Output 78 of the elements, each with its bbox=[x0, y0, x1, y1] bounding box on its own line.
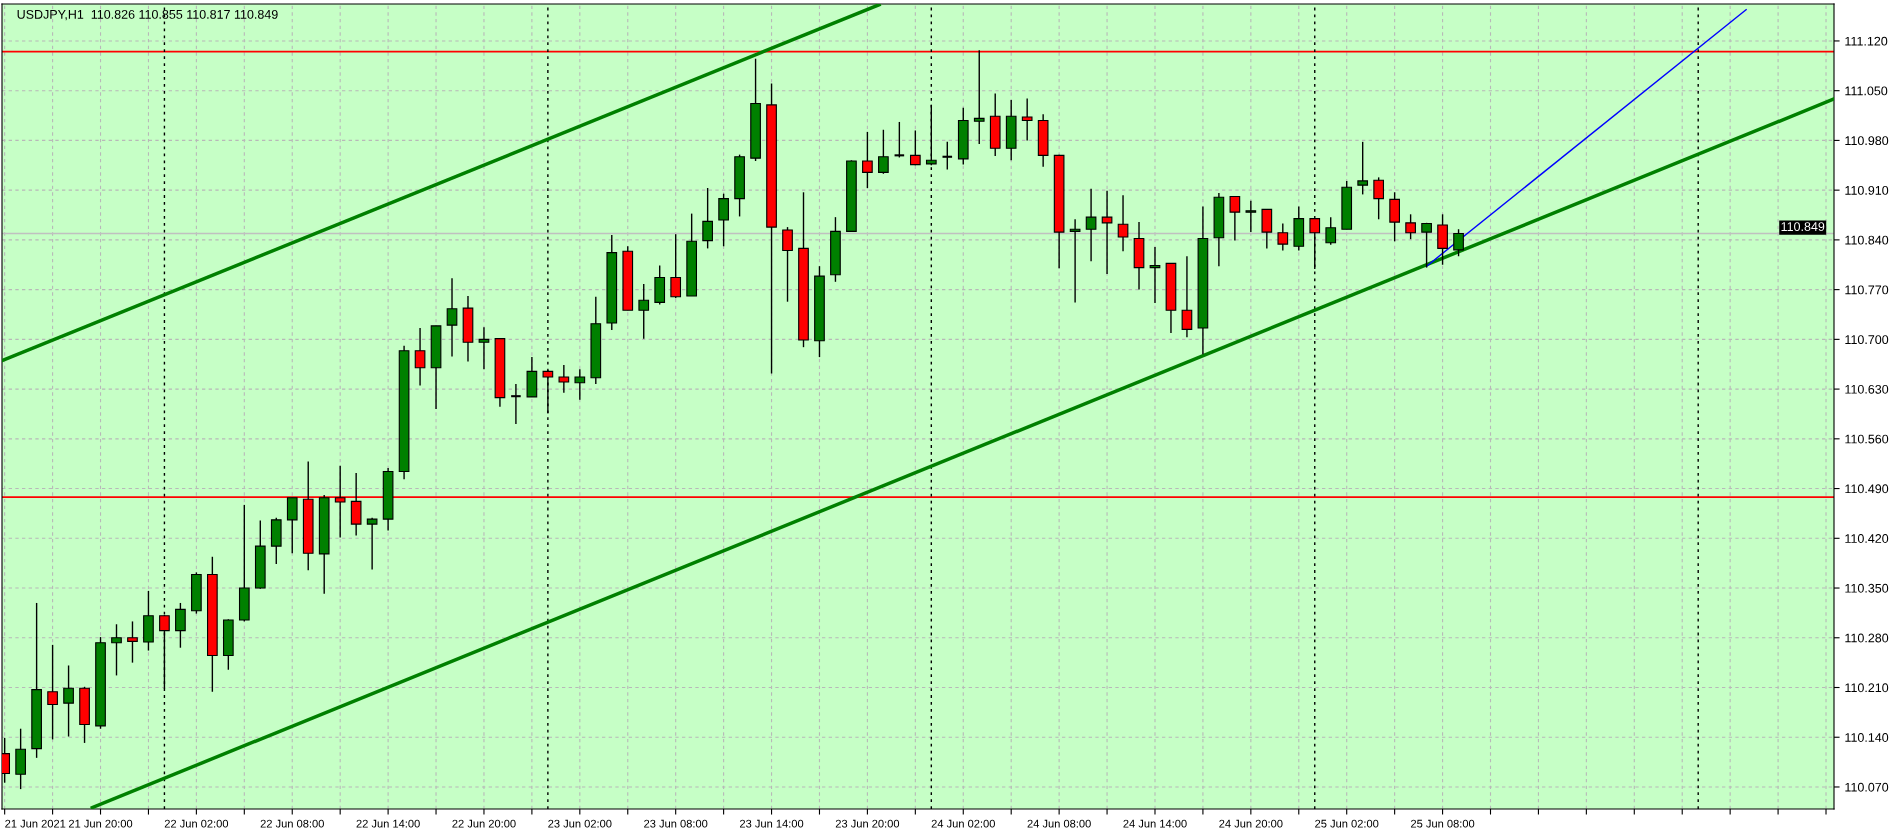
candlestick bbox=[1069, 218, 1081, 304]
candlestick bbox=[510, 383, 522, 425]
candlestick bbox=[1389, 191, 1400, 243]
candlestick bbox=[1181, 255, 1193, 338]
candlestick bbox=[941, 141, 954, 171]
candlestick bbox=[1021, 97, 1033, 142]
y-tick-label: 110.420 bbox=[1845, 534, 1889, 543]
candlestick bbox=[862, 131, 873, 189]
ref-line-label: 110.849 bbox=[1781, 222, 1825, 232]
candlestick bbox=[47, 644, 58, 741]
candlestick bbox=[111, 623, 122, 677]
y-tick-label: 110.070 bbox=[1845, 782, 1889, 792]
x-tick-label: 23 Jun 02:00 bbox=[548, 819, 612, 828]
candlestick bbox=[702, 187, 713, 250]
x-tick-label: 24 Jun 14:00 bbox=[1123, 819, 1187, 828]
candlestick bbox=[782, 226, 793, 303]
chart-title: USDJPY,H1 110.826 110.855 110.817 110.849 bbox=[17, 9, 278, 21]
candlestick bbox=[446, 277, 458, 358]
candlestick bbox=[973, 49, 985, 145]
x-tick-label: 25 Jun 08:00 bbox=[1411, 819, 1475, 828]
y-tick-label: 110.280 bbox=[1845, 633, 1889, 643]
candlestick bbox=[1437, 213, 1448, 266]
y-tick-label: 110.980 bbox=[1845, 136, 1889, 146]
candlestick bbox=[63, 664, 74, 738]
candlestick bbox=[893, 121, 906, 159]
candlestick bbox=[718, 193, 729, 247]
candlestick bbox=[286, 497, 298, 554]
candlestick bbox=[1149, 246, 1161, 304]
x-tick-label: 24 Jun 08:00 bbox=[1027, 819, 1091, 828]
candlestick bbox=[574, 368, 586, 401]
x-tick-label: 22 Jun 14:00 bbox=[356, 819, 420, 828]
candlestick bbox=[1261, 208, 1273, 250]
x-tick-label: 22 Jun 08:00 bbox=[260, 819, 324, 828]
x-tick-label: 23 Jun 14:00 bbox=[739, 819, 804, 828]
candlestick bbox=[414, 327, 426, 387]
y-tick-label: 110.350 bbox=[1845, 583, 1889, 593]
y-tick-label: 110.560 bbox=[1845, 434, 1889, 444]
x-tick-label: 23 Jun 20:00 bbox=[835, 819, 900, 828]
candlestick bbox=[175, 602, 186, 649]
x-tick-label: 21 Jun 20:00 bbox=[68, 819, 133, 828]
y-tick-label: 110.630 bbox=[1845, 384, 1889, 394]
x-tick-label: 24 Jun 02:00 bbox=[931, 819, 995, 828]
y-tick-label: 110.140 bbox=[1845, 733, 1889, 742]
x-tick-label: 21 Jun 2021 bbox=[5, 819, 66, 828]
candlestick bbox=[127, 620, 138, 664]
y-tick-label: 111.050 bbox=[1845, 86, 1888, 96]
candlestick bbox=[1117, 194, 1129, 252]
y-tick-label: 110.700 bbox=[1845, 335, 1889, 345]
candlestick bbox=[670, 233, 682, 299]
candlestick bbox=[1405, 213, 1416, 240]
y-tick-label: 110.490 bbox=[1845, 484, 1889, 494]
candlestick bbox=[1085, 188, 1097, 262]
candlestick bbox=[1229, 195, 1241, 242]
y-tick-label: 111.120 bbox=[1845, 36, 1888, 46]
candlestick bbox=[638, 283, 650, 340]
x-tick-label: 25 Jun 02:00 bbox=[1315, 819, 1379, 828]
x-tick-label: 23 Jun 08:00 bbox=[644, 819, 708, 828]
candlestick bbox=[366, 516, 378, 571]
y-tick-label: 110.910 bbox=[1845, 185, 1889, 195]
candlestick bbox=[1453, 228, 1464, 257]
x-tick-label: 22 Jun 20:00 bbox=[452, 819, 516, 828]
candlestick bbox=[925, 104, 937, 166]
candlestick bbox=[1245, 200, 1257, 233]
candlestick bbox=[909, 129, 921, 166]
candlestick bbox=[1277, 222, 1289, 252]
y-tick-label: 110.210 bbox=[1845, 683, 1889, 693]
y-tick-label: 110.770 bbox=[1845, 285, 1889, 295]
x-tick-label: 22 Jun 02:00 bbox=[164, 819, 229, 828]
candlestick bbox=[1421, 222, 1432, 269]
candlestick bbox=[1325, 216, 1337, 246]
candlestick bbox=[478, 326, 490, 370]
candlestick bbox=[558, 364, 570, 394]
x-tick-label: 24 Jun 20:00 bbox=[1219, 819, 1283, 828]
y-tick-label: 110.840 bbox=[1845, 235, 1889, 245]
candlestick bbox=[1101, 190, 1113, 275]
candlestick bbox=[878, 129, 889, 175]
candlestick bbox=[1357, 141, 1369, 196]
candlestick bbox=[1373, 176, 1385, 220]
